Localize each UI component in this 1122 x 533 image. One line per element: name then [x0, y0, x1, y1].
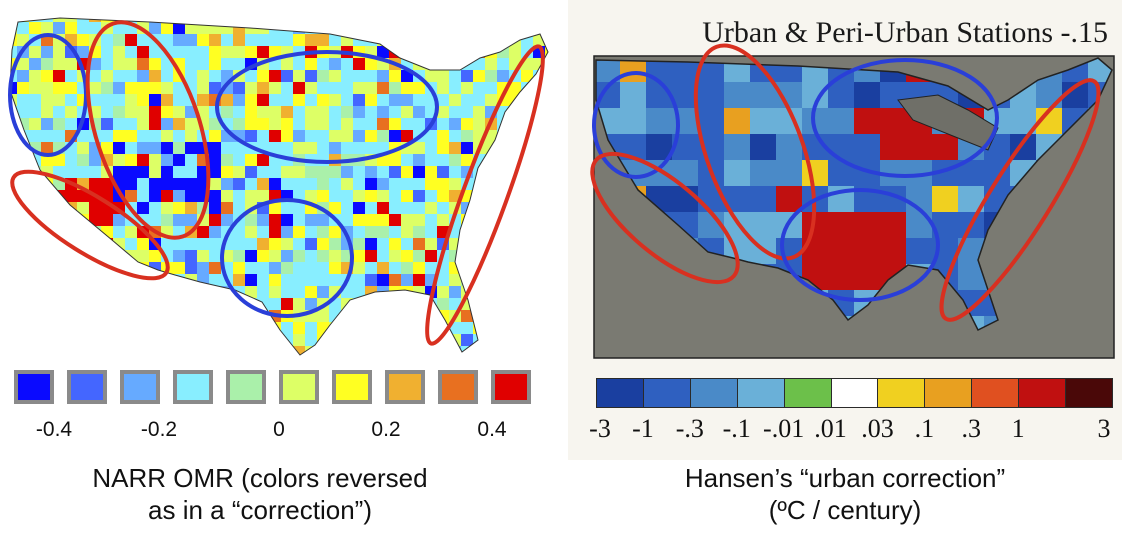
ellipse-east-coast-right [939, 78, 1101, 322]
legend-swatch [1018, 378, 1067, 408]
legend-tick: .1 [914, 414, 935, 443]
legend-swatch [226, 370, 266, 404]
legend-tick: -0.4 [35, 418, 73, 441]
legend-swatch [642, 378, 691, 408]
legend-swatch [924, 378, 973, 408]
ellipse-great-lakes-right [811, 58, 999, 178]
legend-swatch [385, 370, 425, 404]
legend-tick: 0.4 [477, 418, 507, 441]
legend-tick: -.3 [675, 414, 704, 443]
legend-tick: -.01 [763, 414, 805, 443]
ellipse-rockies-right [693, 43, 817, 261]
ellipse-texas-right [780, 188, 940, 302]
map-title: Urban & Peri-Urban Stations -.15 [702, 16, 1108, 49]
left-caption-line1: NARR OMR (colors reversed [92, 463, 428, 493]
left-caption: NARR OMR (colors reversed as in a “corre… [40, 462, 480, 526]
legend-swatch [67, 370, 107, 404]
legend-tick: .3 [961, 414, 982, 443]
legend-tick: -3 [589, 414, 611, 443]
highlight-ellipses [8, 20, 545, 346]
legend-tick: -0.2 [140, 418, 178, 441]
us-outline [9, 17, 549, 356]
legend-swatch [971, 378, 1020, 408]
legend-swatch [491, 370, 531, 404]
ellipse-east-coast [425, 44, 545, 346]
right-caption-line1: Hansen’s “urban correction” [684, 463, 1006, 493]
legend-swatch [783, 378, 832, 408]
legend-tick: 3 [1097, 414, 1111, 443]
legend-tick: 0 [273, 418, 285, 441]
right-caption-line2: (ºC / century) [768, 495, 922, 525]
legend-swatch [120, 370, 160, 404]
legend-tick: -1 [632, 414, 654, 443]
legend-tick: 0.2 [371, 418, 401, 441]
legend-swatch [596, 378, 644, 408]
legend-swatch [438, 370, 478, 404]
ellipse-southwest-right [590, 151, 740, 285]
legend-swatch [14, 370, 54, 404]
highlight-ellipses-right [590, 43, 1101, 322]
great-lakes [897, 94, 999, 151]
legend-tick: -.1 [722, 414, 751, 443]
ellipse-great-lakes [215, 50, 439, 164]
legend-tick: .03 [861, 414, 894, 443]
legend-swatch [689, 378, 738, 408]
ellipse-southwest [10, 169, 170, 281]
omr-legend: -0.4 -0.2 0 0.2 0.4 [14, 370, 544, 444]
legend-tick: 1 [1011, 414, 1025, 443]
legend-tick: .01 [814, 414, 847, 443]
legend-swatch [332, 370, 372, 404]
legend-swatch [173, 370, 213, 404]
legend-swatch [736, 378, 785, 408]
right-caption: Hansen’s “urban correction” (ºC / centur… [620, 462, 1070, 526]
us-outline-right [595, 57, 1113, 332]
ellipse-rockies [85, 20, 211, 240]
legend-swatch [877, 378, 926, 408]
legend-swatch [830, 378, 879, 408]
correction-legend: -3 -1 -.3 -.1 -.01 .01 .03 .1 .3 1 3 [589, 378, 1113, 448]
hansen-correction-map: Urban & Peri-Urban Stations -.15 [568, 0, 1122, 460]
legend-swatch [279, 370, 319, 404]
narr-omr-map [8, 17, 549, 356]
ellipse-pacific-nw-right [592, 71, 680, 179]
left-caption-line2: as in a “correction”) [148, 495, 372, 525]
ellipse-texas [220, 198, 354, 318]
legend-swatch [1065, 378, 1113, 408]
